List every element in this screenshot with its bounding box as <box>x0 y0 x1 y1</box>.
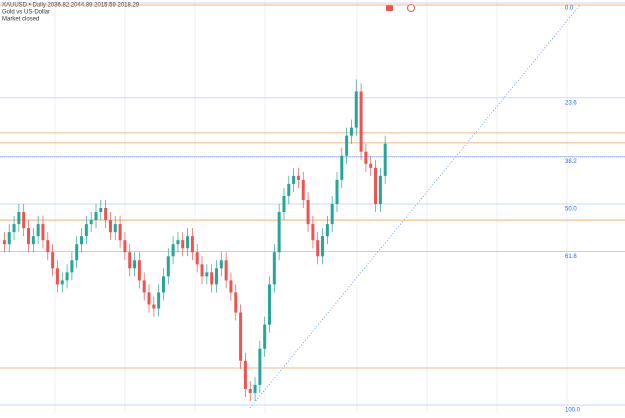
candle-body <box>378 175 382 204</box>
candle-body <box>142 280 146 293</box>
candle-body <box>161 276 165 293</box>
candle-body <box>89 220 93 225</box>
candle-body <box>205 272 209 277</box>
candle-body <box>369 163 373 168</box>
candle-body <box>118 224 122 241</box>
candle-body <box>113 224 117 233</box>
candle-body <box>133 260 137 269</box>
candle-body <box>374 167 378 204</box>
candle-body <box>301 179 305 200</box>
candle-body <box>321 236 325 257</box>
market-status: Market closed <box>2 17 39 23</box>
candle-body <box>272 252 276 285</box>
candle-body <box>12 224 16 233</box>
candle-body <box>186 236 190 249</box>
candle-body <box>147 292 151 305</box>
candle-body <box>80 236 84 245</box>
candle-body <box>70 260 74 273</box>
candle-body <box>292 175 296 184</box>
candle-body <box>200 264 204 277</box>
candle-body <box>166 256 170 277</box>
candle-body <box>239 312 243 361</box>
fib-label: 0.0 <box>565 6 574 12</box>
candle-body <box>31 236 35 245</box>
candle-body <box>94 212 98 221</box>
candle-body <box>330 204 334 225</box>
candle-body <box>210 272 214 285</box>
candle-body <box>27 228 31 245</box>
candle-body <box>306 199 310 225</box>
candle-body <box>157 292 161 309</box>
candle-body <box>359 91 363 152</box>
candle-body <box>108 220 112 233</box>
candle-body <box>17 212 21 225</box>
event-icon[interactable] <box>386 5 393 11</box>
event-icon[interactable] <box>407 4 415 12</box>
trend-line <box>249 4 581 409</box>
candle-body <box>99 208 103 213</box>
fib-label: 61.8 <box>565 254 577 260</box>
vertical-grid <box>54 0 568 413</box>
candle-body <box>22 212 26 229</box>
candle-body <box>263 324 267 349</box>
candle-body <box>195 252 199 265</box>
candle-body <box>258 348 262 385</box>
candle-body <box>181 240 185 249</box>
candle-body <box>229 280 233 293</box>
candle-body <box>345 135 349 156</box>
candle-body <box>65 272 69 281</box>
candle-body <box>253 384 257 393</box>
symbol-description: Gold vs US-Dollar <box>2 10 50 16</box>
candle-body <box>296 175 300 180</box>
candle-body <box>219 260 223 269</box>
candle-body <box>383 143 387 176</box>
candle-body <box>214 268 218 285</box>
candle-body <box>234 292 238 313</box>
candle-body <box>84 224 88 237</box>
candle-body <box>364 151 368 164</box>
candle-body <box>224 260 228 281</box>
candle-body <box>36 224 40 237</box>
candle-body <box>354 91 358 128</box>
candle-body <box>7 232 11 245</box>
fib-label: 23.6 <box>565 100 577 106</box>
candle-body <box>46 240 50 253</box>
candle-body <box>51 252 55 269</box>
candle-body <box>316 240 320 257</box>
candle-body <box>104 208 108 221</box>
candle-body <box>152 304 156 309</box>
candle-body <box>248 388 252 393</box>
candle-body <box>243 360 247 389</box>
candle-body <box>277 212 281 253</box>
candle-body <box>75 244 79 261</box>
candle-body <box>287 183 291 196</box>
fib-label: 50.0 <box>565 207 577 213</box>
candle-body <box>55 268 59 285</box>
symbol-title: XAUUSD • Daily 2036.82 2044.89 2015.59 2… <box>2 3 140 9</box>
candle-body <box>60 280 64 285</box>
candle-body <box>349 127 353 136</box>
candle-body <box>171 244 175 257</box>
candle-body <box>325 224 329 237</box>
candle-body <box>282 195 286 213</box>
candle-body <box>190 236 194 253</box>
candle-body <box>123 240 127 253</box>
candle-body <box>268 284 272 325</box>
candle-body <box>176 240 180 245</box>
candle-body <box>2 240 6 245</box>
candle-body <box>41 224 45 241</box>
fib-label: 38.2 <box>565 159 577 165</box>
candle-body <box>137 260 141 281</box>
fib-label: 100.0 <box>565 408 581 413</box>
candle-body <box>311 224 315 241</box>
candle-body <box>340 155 344 180</box>
candle-body <box>335 179 339 204</box>
candle-body <box>128 252 132 269</box>
